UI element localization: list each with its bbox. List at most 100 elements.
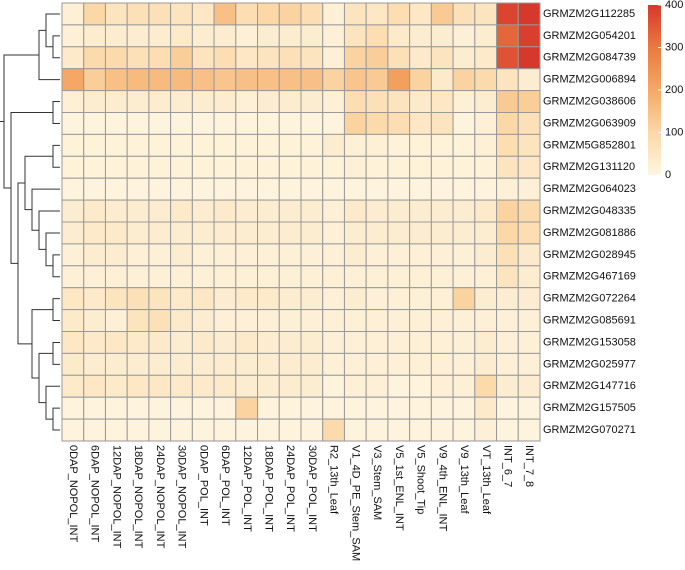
cell: [409, 90, 432, 113]
column-label: 18DAP_NOPOL_INT: [132, 445, 144, 549]
cell: [278, 418, 302, 442]
cell: [387, 46, 411, 70]
cell: [452, 90, 476, 113]
cell: [61, 46, 85, 70]
cell: [170, 46, 193, 70]
cell: [474, 309, 498, 333]
cell: [170, 112, 193, 135]
cell: [322, 331, 345, 354]
cell: [409, 287, 432, 311]
row-label: GRMZM2G070271: [543, 424, 636, 436]
cell: [300, 177, 324, 201]
cell: [257, 24, 280, 48]
cell: [387, 418, 411, 442]
cell: [496, 90, 519, 113]
cell: [474, 331, 498, 354]
cell: [257, 177, 280, 201]
cell: [170, 352, 193, 376]
cell: [191, 155, 215, 179]
row-label: GRMZM2G157505: [543, 402, 636, 414]
cell: [148, 352, 172, 376]
cell: [61, 287, 85, 311]
cell: [365, 155, 389, 179]
cell: [365, 133, 389, 157]
cell: [409, 221, 432, 245]
cell: [300, 243, 324, 267]
cell: [83, 177, 106, 201]
cell: [409, 418, 432, 442]
cell: [148, 24, 172, 48]
cell: [148, 331, 172, 354]
cell: [235, 221, 259, 245]
cell: [322, 46, 345, 70]
cell: [365, 309, 389, 333]
cell: [235, 352, 259, 376]
cell: [191, 24, 215, 48]
cell: [452, 199, 476, 223]
cell: [409, 155, 432, 179]
cell: [213, 221, 237, 245]
cell: [517, 374, 541, 398]
cell: [126, 46, 150, 70]
cell: [61, 352, 85, 376]
cell: [170, 199, 193, 223]
cell: [83, 374, 106, 398]
cell: [191, 90, 215, 113]
colorbar-label: 400: [665, 0, 683, 11]
cell: [83, 112, 106, 135]
cell: [257, 46, 280, 70]
cell: [430, 287, 454, 311]
column-label: 18DAP_POL_INT: [263, 445, 275, 532]
dendrogram-branch: [31, 188, 60, 231]
cell: [104, 396, 128, 420]
cell: [343, 2, 367, 26]
cell: [452, 396, 476, 420]
cell: [322, 418, 345, 442]
column-label: 30DAP_POL_INT: [306, 445, 318, 532]
cell: [343, 374, 367, 398]
cell: [278, 2, 302, 26]
column-label: R2_13th_Leaf: [328, 445, 340, 515]
cell: [83, 418, 106, 442]
cell: [83, 221, 106, 245]
cell: [409, 396, 432, 420]
cell: [61, 90, 85, 113]
cell: [474, 155, 498, 179]
cell: [213, 243, 237, 267]
cell: [452, 221, 476, 245]
cell: [387, 90, 411, 113]
cell: [126, 243, 150, 267]
cell: [452, 2, 476, 26]
cell: [517, 24, 541, 48]
dendrogram: [0, 13, 60, 431]
cell: [474, 90, 498, 113]
cell: [430, 374, 454, 398]
cell: [496, 331, 519, 354]
cell: [235, 112, 259, 135]
cell: [300, 396, 324, 420]
cell: [191, 374, 215, 398]
cell: [213, 133, 237, 157]
cell: [430, 352, 454, 376]
cell: [387, 265, 411, 289]
cell: [83, 199, 106, 223]
cell: [496, 2, 519, 26]
cell: [365, 418, 389, 442]
cell: [104, 309, 128, 333]
cell: [300, 309, 324, 333]
cell: [300, 331, 324, 354]
cell: [83, 352, 106, 376]
cell: [474, 265, 498, 289]
cell: [322, 68, 345, 92]
cell: [322, 155, 345, 179]
cell: [452, 155, 476, 179]
cell: [300, 68, 324, 92]
cell: [257, 90, 280, 113]
cell: [517, 155, 541, 179]
cell: [343, 155, 367, 179]
cell: [387, 199, 411, 223]
dendrogram-branch: [52, 407, 60, 431]
cell: [170, 265, 193, 289]
cell: [235, 243, 259, 267]
cell: [343, 243, 367, 267]
